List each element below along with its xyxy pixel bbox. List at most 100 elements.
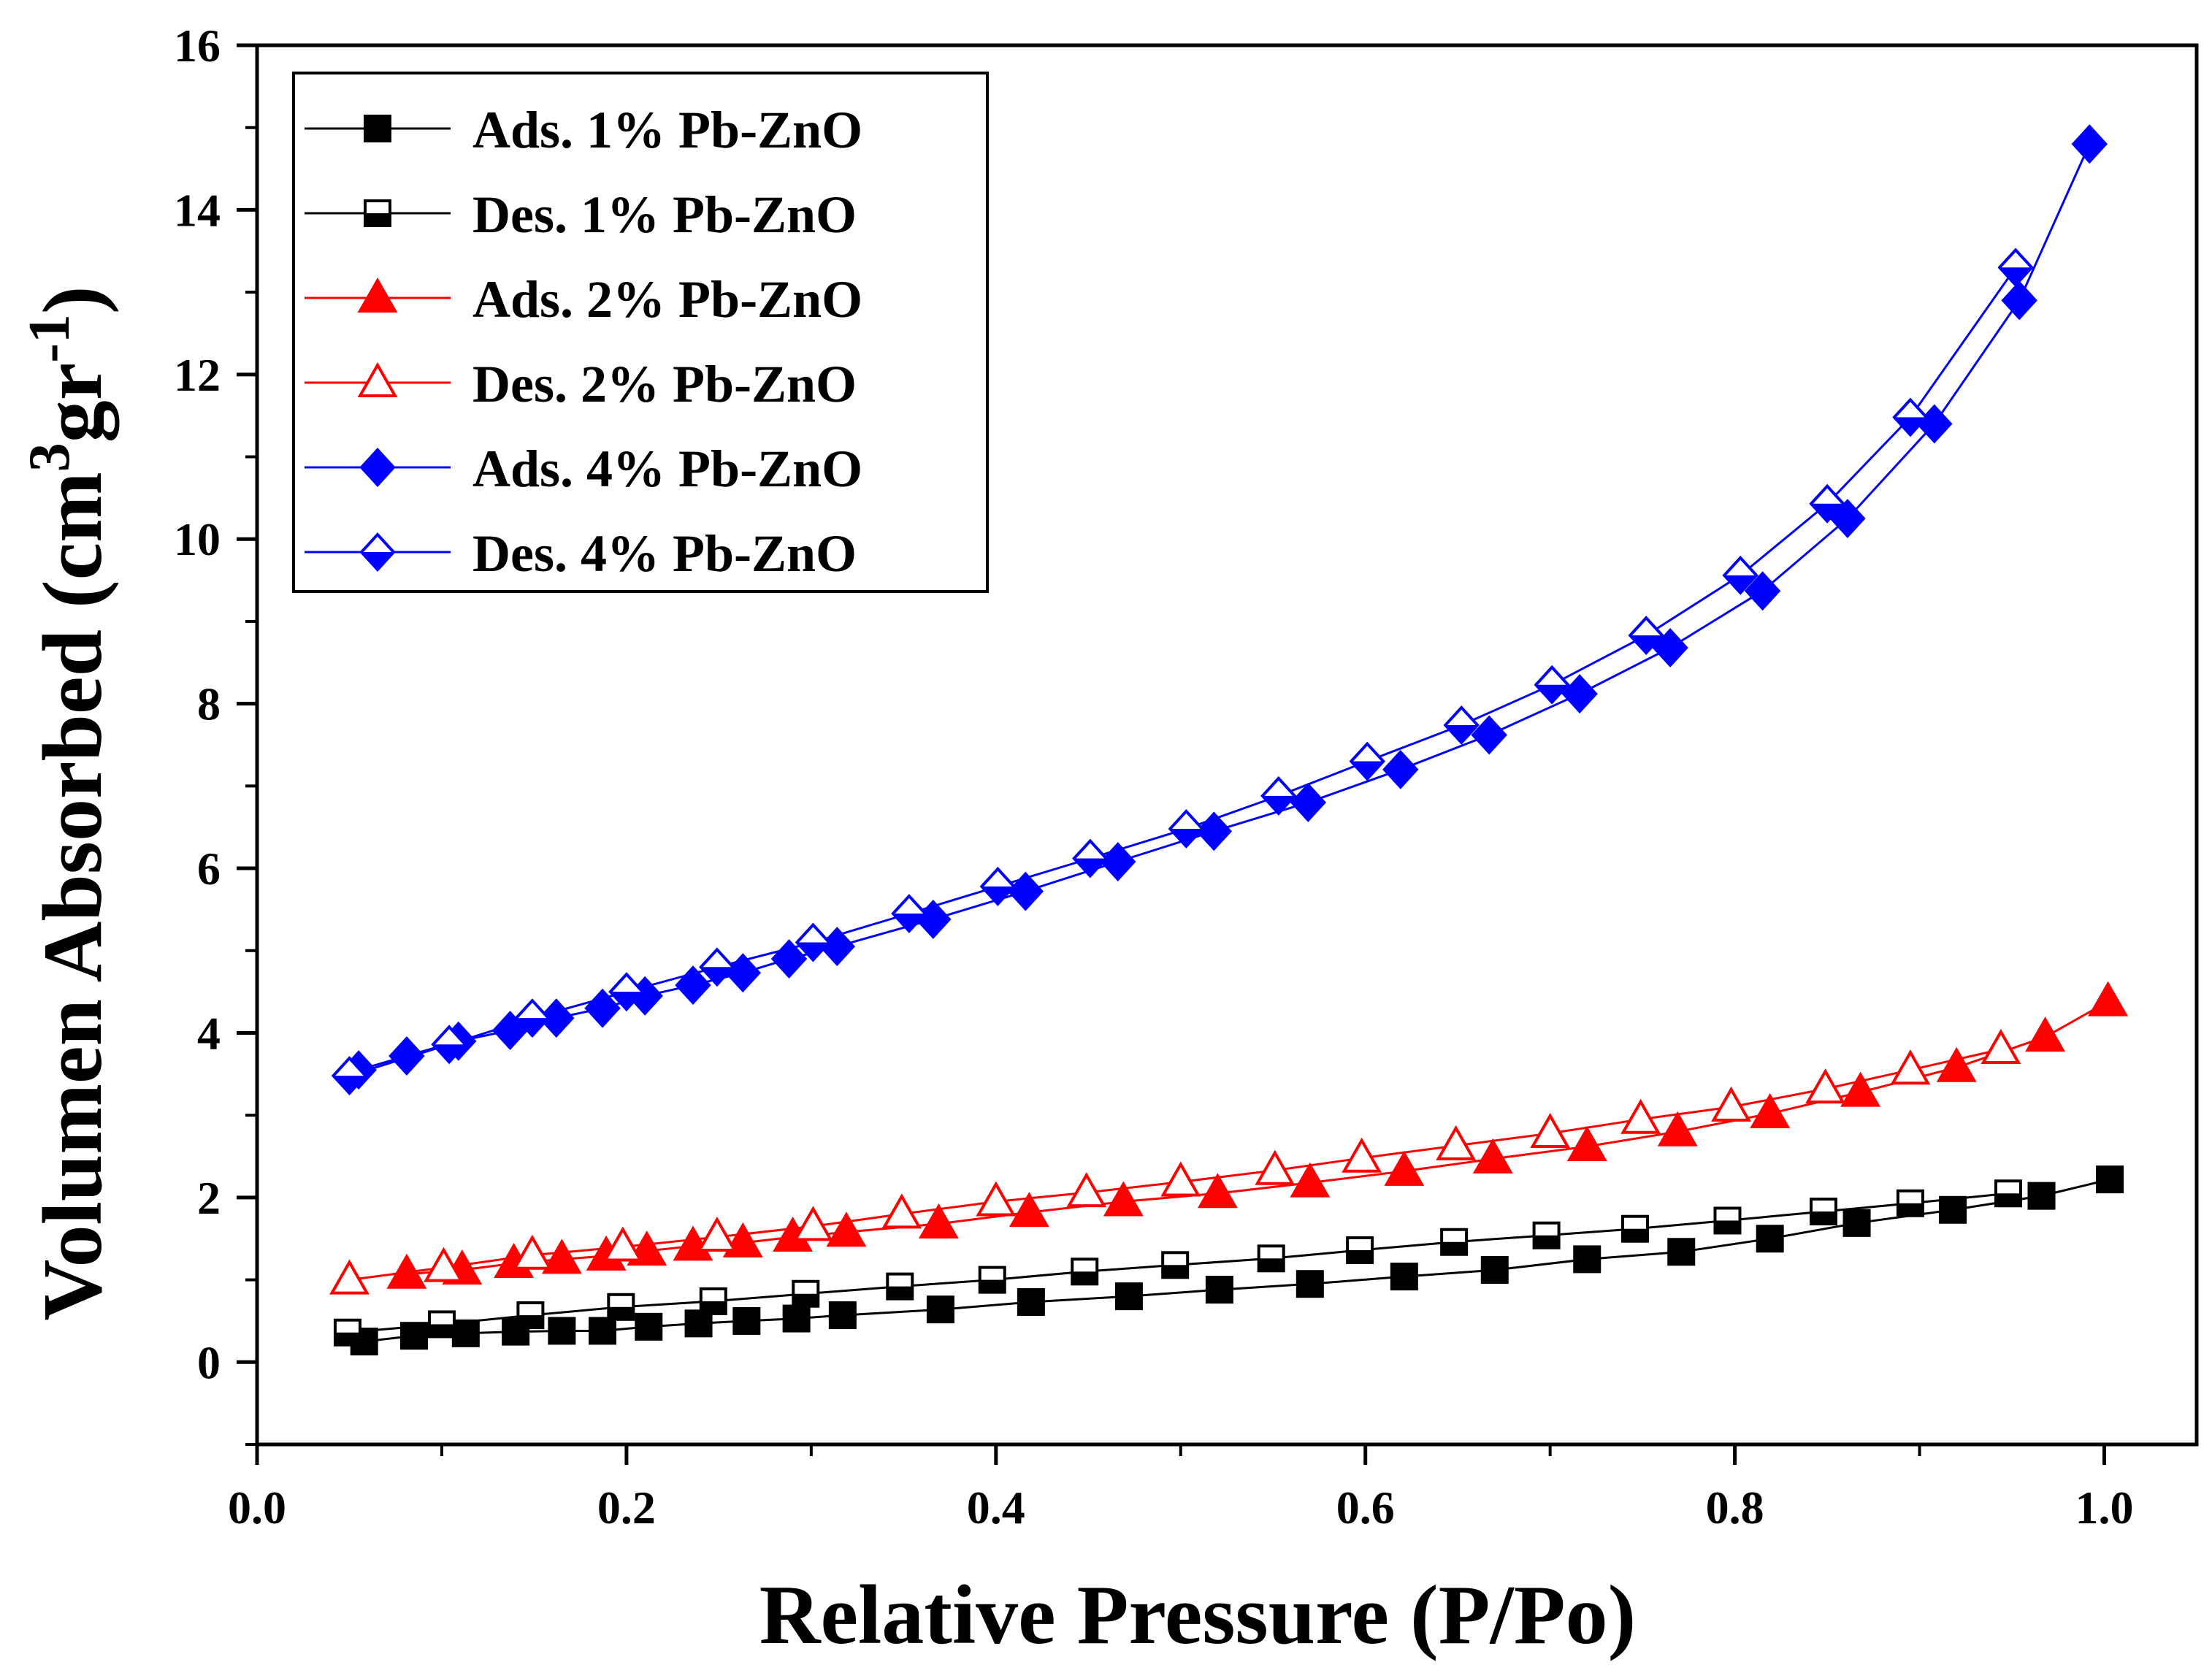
y-tick-label-0: 0 bbox=[197, 1336, 221, 1388]
x-tick-label-2: 0.4 bbox=[967, 1482, 1025, 1534]
series-5-point-7-half bbox=[1351, 761, 1384, 779]
series-0-point-7 bbox=[684, 1309, 713, 1338]
series-3-point-7 bbox=[1342, 1137, 1382, 1173]
series-1 bbox=[333, 1179, 2022, 1347]
series-3-point-14 bbox=[697, 1216, 738, 1252]
series-4-point-18 bbox=[1561, 674, 1598, 714]
series-0-point-22 bbox=[1939, 1195, 1967, 1224]
series-2-point-13 bbox=[1197, 1173, 1238, 1209]
series-0-point-13 bbox=[1114, 1282, 1143, 1311]
legend-entry-4: Ads. 4% Pb-ZnO bbox=[305, 440, 862, 498]
series-3-point-11 bbox=[976, 1181, 1017, 1217]
series-0-point-15 bbox=[1296, 1270, 1324, 1298]
legend-label-2: Ads. 2% Pb-ZnO bbox=[472, 270, 862, 329]
series-0-point-2 bbox=[451, 1319, 480, 1347]
series-2-point-16 bbox=[1472, 1138, 1513, 1174]
y-axis-title-sup-minus1: -1 bbox=[18, 314, 82, 363]
series-3-point-15 bbox=[602, 1226, 643, 1262]
series-5-point-12-half bbox=[892, 914, 925, 932]
series-1-point-9-half bbox=[1163, 1265, 1188, 1278]
series-1-point-15-half bbox=[608, 1306, 634, 1320]
series-5-point-14-half bbox=[700, 967, 733, 985]
y-tick-label-3: 6 bbox=[197, 843, 221, 895]
series-0-point-6 bbox=[635, 1312, 663, 1341]
series-5-point-1-half bbox=[1894, 417, 1926, 435]
series-3-point-12 bbox=[881, 1193, 922, 1229]
series-2-point-12 bbox=[1103, 1181, 1144, 1217]
series-0-point-5 bbox=[589, 1317, 617, 1345]
legend-marker-1-half bbox=[365, 213, 390, 226]
x-axis-title: Relative Pressure (P/Po) bbox=[759, 1569, 1636, 1662]
series-4-point-15 bbox=[1290, 782, 1327, 822]
series-3-point-8 bbox=[1255, 1149, 1296, 1185]
series-2-point-14 bbox=[1290, 1162, 1331, 1198]
y-tick-label-6: 12 bbox=[174, 349, 221, 401]
series-5-point-6-half bbox=[1445, 724, 1478, 743]
series-3-point-0 bbox=[1981, 1028, 2021, 1065]
y-axis-title-main: Volumen Absorbed (cm bbox=[26, 472, 120, 1320]
series-3-line bbox=[349, 1048, 2002, 1282]
series-0-point-9 bbox=[782, 1304, 811, 1333]
series-2-point-9 bbox=[826, 1211, 867, 1247]
legend-entry-2: Ads. 2% Pb-ZnO bbox=[305, 270, 862, 329]
series-3-point-5 bbox=[1530, 1112, 1571, 1148]
series-4-point-24 bbox=[2071, 124, 2108, 164]
x-tick-label-1: 0.2 bbox=[597, 1482, 656, 1534]
y-axis-title-close: ) bbox=[26, 286, 120, 314]
series-2-point-23 bbox=[2088, 981, 2129, 1017]
series-5-point-5-half bbox=[1536, 684, 1569, 702]
legend-label-3: Des. 2% Pb-ZnO bbox=[472, 355, 857, 413]
legend-label-4: Ads. 4% Pb-ZnO bbox=[472, 440, 862, 498]
series-0-point-24 bbox=[2096, 1165, 2124, 1194]
series-0-point-23 bbox=[2027, 1182, 2056, 1210]
series-1-point-1-half bbox=[1897, 1203, 1923, 1216]
series-0-point-12 bbox=[1017, 1288, 1045, 1317]
plot-frame bbox=[255, 43, 2199, 1447]
series-1-point-2-half bbox=[1811, 1211, 1837, 1225]
series-1-point-3-half bbox=[1715, 1220, 1740, 1233]
y-axis-title-unit: gr bbox=[26, 363, 120, 443]
series-2-point-10 bbox=[918, 1203, 959, 1239]
axes-layer: 0.0 0.2 0.4 0.6 0.8 1.0 0 2 4 6 8 10 12 14 16 bbox=[174, 20, 2199, 1534]
series-5-point-10-half bbox=[1074, 858, 1106, 876]
series-2-point-18 bbox=[1657, 1111, 1698, 1146]
series-3-point-1 bbox=[1890, 1049, 1931, 1085]
series-3-point-9 bbox=[1160, 1161, 1201, 1197]
series-5-point-18-half bbox=[333, 1076, 366, 1094]
legend-marker-0 bbox=[364, 115, 391, 142]
series-1-point-5-half bbox=[1534, 1235, 1559, 1248]
x-tick-label-3: 0.6 bbox=[1336, 1482, 1395, 1534]
series-0-point-16 bbox=[1390, 1263, 1418, 1291]
series-4-point-17 bbox=[1471, 715, 1507, 755]
series-3-point-6 bbox=[1436, 1125, 1477, 1160]
series-0-point-11 bbox=[926, 1295, 954, 1324]
series-0-point-17 bbox=[1480, 1256, 1509, 1285]
series-layer bbox=[329, 124, 2129, 1356]
series-5-point-13-half bbox=[797, 942, 830, 960]
series-3-point-18 bbox=[329, 1259, 370, 1295]
series-0-point-18 bbox=[1573, 1245, 1601, 1274]
series-3 bbox=[329, 1028, 2021, 1295]
series-5-point-16-half bbox=[516, 1018, 548, 1036]
legend-box bbox=[292, 72, 989, 593]
series-3-point-16 bbox=[512, 1234, 553, 1270]
series-2-point-20 bbox=[1840, 1071, 1881, 1107]
series-1-point-6-half bbox=[1442, 1241, 1467, 1255]
series-3-point-2 bbox=[1805, 1068, 1846, 1104]
series-1-point-7-half bbox=[1347, 1250, 1373, 1263]
series-1-point-4-half bbox=[1623, 1228, 1648, 1241]
series-4-point-20 bbox=[1744, 571, 1781, 611]
series-1-point-13-half bbox=[793, 1293, 819, 1306]
series-1-point-0-half bbox=[1995, 1193, 2021, 1206]
legend-marker-2 bbox=[357, 277, 398, 313]
series-4-point-16 bbox=[1382, 749, 1419, 789]
series-3-point-10 bbox=[1066, 1172, 1107, 1208]
legend-entry-1: Des. 1% Pb-ZnO bbox=[305, 185, 857, 244]
series-1-point-12-half bbox=[887, 1286, 913, 1299]
y-tick-label-7: 14 bbox=[174, 184, 221, 236]
series-2-point-11 bbox=[1009, 1192, 1049, 1228]
x-tick-label-0: 0.0 bbox=[228, 1482, 286, 1534]
series-4-point-19 bbox=[1652, 628, 1688, 667]
series-4-point-1 bbox=[389, 1036, 425, 1076]
series-2-point-22 bbox=[2025, 1017, 2066, 1052]
